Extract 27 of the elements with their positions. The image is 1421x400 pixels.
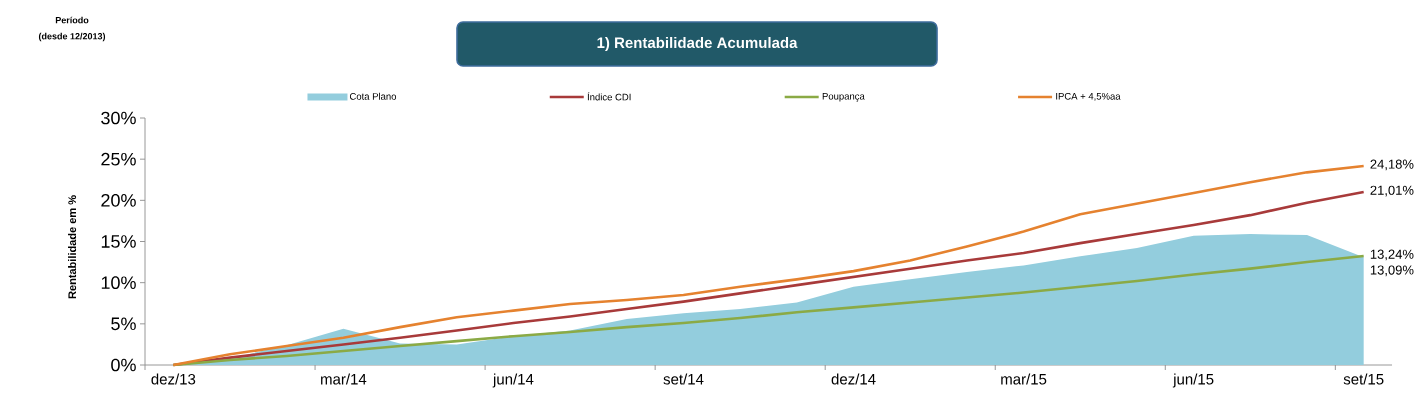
y-tick-label: 20% [101, 193, 136, 207]
x-tick-label: dez/14 [831, 373, 876, 385]
legend-label: Índice CDI [587, 92, 631, 101]
data-label: 21,01% [1370, 185, 1414, 197]
y-axis-title: Rentabilidade em % [68, 195, 77, 299]
y-tick-label: 25% [101, 152, 136, 166]
x-tick-label: dez/13 [151, 373, 196, 385]
y-tick-label: 30% [101, 111, 136, 125]
x-tick-label: jun/15 [1172, 373, 1214, 388]
y-tick-label: 0% [111, 358, 136, 372]
legend-label: Poupança [822, 92, 865, 102]
data-label: 13,09% [1370, 265, 1414, 277]
text: (desde 12/2013) [38, 32, 106, 42]
x-tick-label: jun/14 [492, 373, 534, 388]
x-tick-label: set/15 [1343, 373, 1384, 385]
data-label: 24,18% [1370, 159, 1414, 171]
y-tick-label: 15% [101, 235, 136, 248]
x-tick-label: mar/15 [1001, 373, 1047, 385]
data-label: 13,24% [1370, 249, 1414, 261]
legend-label: IPCA + 4,5%aa [1056, 92, 1121, 101]
y-tick-label: 10% [101, 276, 136, 290]
text: Período [55, 16, 89, 24]
chart-title: 1) Rentabilidade Acumulada [597, 37, 798, 51]
x-tick-label: mar/14 [321, 373, 367, 385]
legend-label: Cota Plano [349, 92, 397, 100]
x-tick-label: set/14 [663, 373, 704, 385]
y-tick-label: 5% [111, 317, 136, 331]
